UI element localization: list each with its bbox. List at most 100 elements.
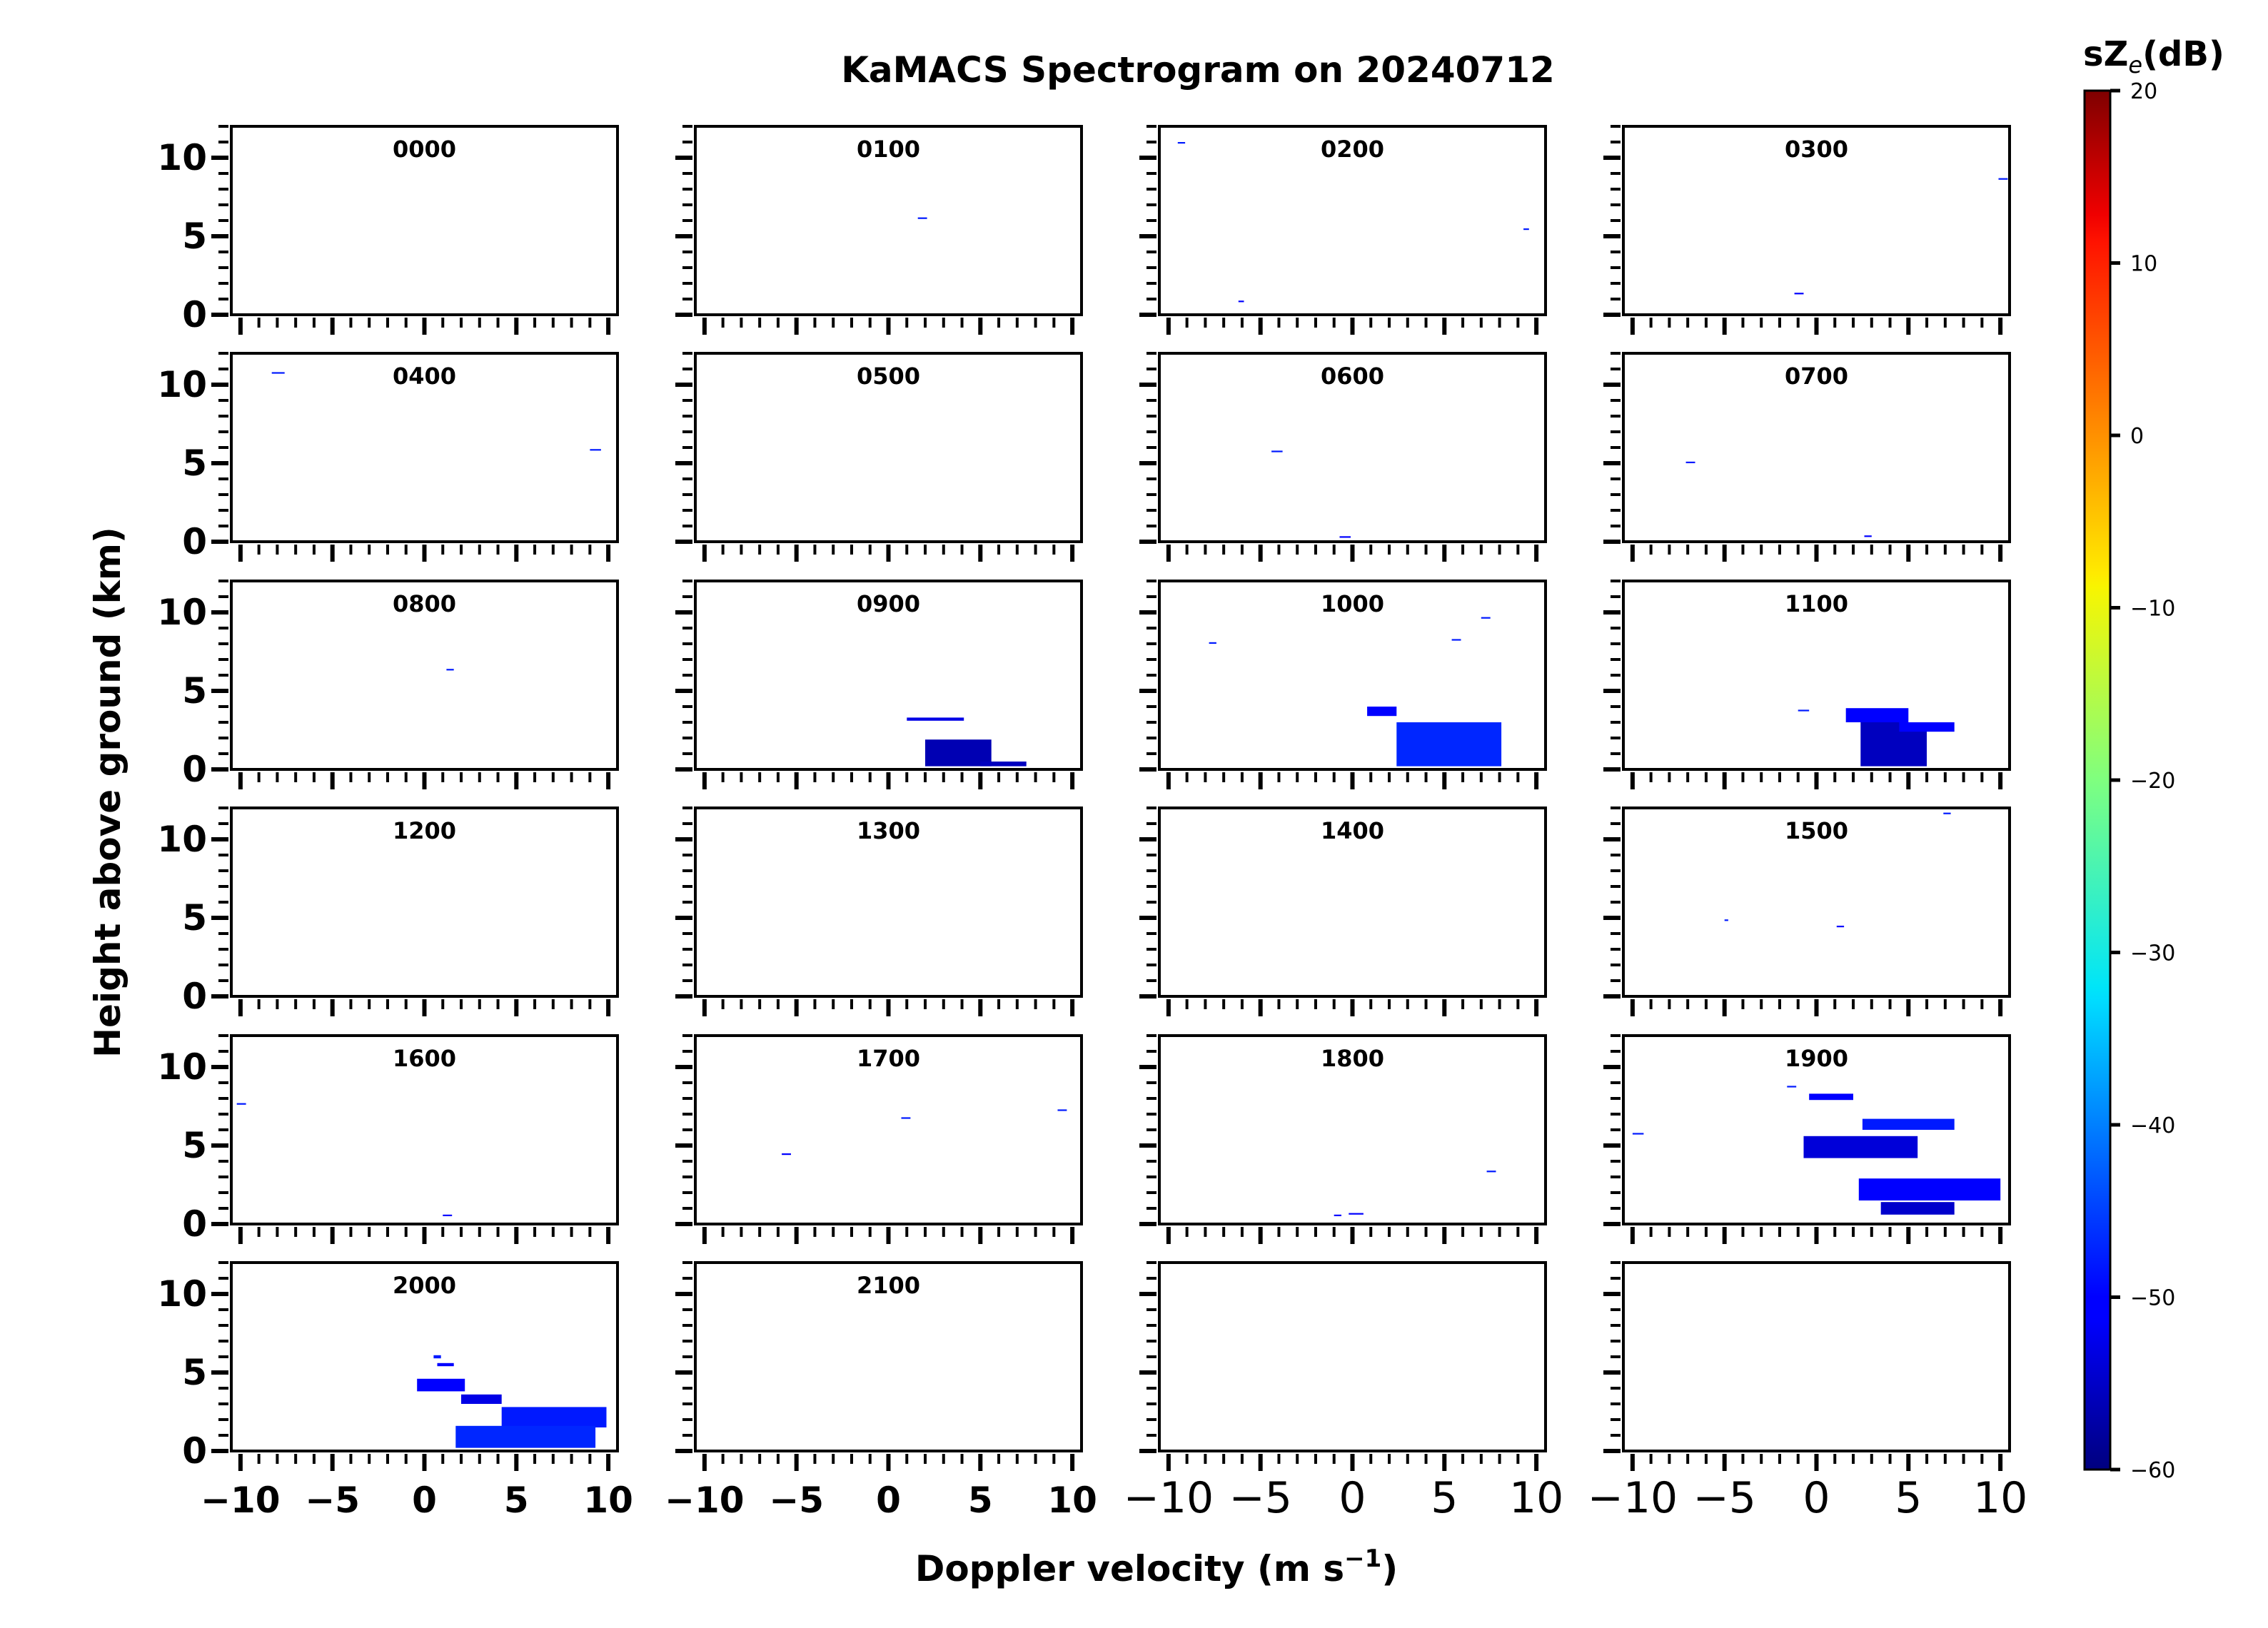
- panel-frame: [230, 807, 619, 998]
- y-tick-label: 10: [157, 364, 207, 405]
- colorbar-tick-label: 10: [2130, 252, 2157, 277]
- panel-time-label: 1500: [1785, 817, 1848, 844]
- echo-cell: [590, 449, 601, 451]
- y-tick-label: 5: [182, 443, 207, 484]
- x-tick-label: −5: [769, 1480, 824, 1521]
- panel-frame: [230, 580, 619, 771]
- echo-cell: [1809, 1093, 1853, 1101]
- panel-frame: [1622, 352, 2011, 543]
- spectrogram-panel: 0300: [1603, 125, 2011, 335]
- spectrogram-panel: 1000: [1139, 580, 1547, 789]
- echo-cell: [917, 217, 927, 219]
- spectrogram-panel: 1600 0 5 10: [157, 1034, 619, 1245]
- x-tick-label: −5: [305, 1480, 360, 1521]
- echo-cell: [1481, 617, 1491, 619]
- panel-frame: [1622, 125, 2011, 316]
- colorbar-tick-label: −60: [2130, 1458, 2175, 1483]
- y-tick-label: 10: [157, 819, 207, 860]
- y-tick-label: 0: [182, 521, 207, 562]
- echo-cell: [1177, 142, 1186, 144]
- x-axis-label-close: ): [1381, 1548, 1398, 1589]
- colorbar-tick-label: 20: [2130, 79, 2157, 104]
- panel-frame: [1622, 807, 2011, 998]
- echo-cell: [1486, 1171, 1496, 1173]
- panel-frame: [1622, 1034, 2011, 1225]
- panel-frame: [230, 352, 619, 543]
- panel-frame: [230, 125, 619, 316]
- panel-time-label: 0900: [857, 590, 920, 617]
- echo-cell: [236, 1103, 246, 1105]
- chart-title: KaMACS Spectrogram on 20240712: [841, 49, 1555, 91]
- x-tick-label: 10: [1509, 1473, 1563, 1523]
- panel-time-label: 1800: [1321, 1045, 1384, 1072]
- echo-cell: [1451, 639, 1461, 641]
- panel-time-label: 1900: [1785, 1045, 1848, 1072]
- colorbar-label-suffix: (dB): [2142, 34, 2224, 74]
- echo-cell: [1998, 178, 2008, 180]
- panel-time-label: 2100: [857, 1272, 920, 1299]
- echo-cell: [782, 1153, 791, 1156]
- y-tick-label: 0: [182, 1430, 207, 1472]
- echo-cell: [446, 669, 454, 671]
- echo-cell: [1238, 300, 1244, 303]
- y-tick-label: 5: [182, 216, 207, 257]
- spectrogram-panel: 2100 −10 −5 0 5 10: [665, 1261, 1097, 1521]
- x-tick-label: 10: [1973, 1473, 2027, 1523]
- echo-cell: [1367, 707, 1397, 717]
- panel-time-label: 1400: [1321, 817, 1384, 844]
- y-tick-label: 10: [157, 592, 207, 633]
- panel-time-label: 0000: [393, 136, 456, 163]
- y-tick-label: 10: [157, 137, 207, 178]
- y-tick-label: 5: [182, 897, 207, 939]
- spectrogram-panel: 0900: [675, 580, 1083, 789]
- colorbar-tick-label: −50: [2130, 1286, 2175, 1311]
- panel-time-label: 1000: [1321, 590, 1384, 617]
- panel-frame: [1158, 580, 1547, 771]
- spectrogram-panel: 1900: [1603, 1034, 2011, 1244]
- spectrogram-panel: 0100: [675, 125, 1083, 335]
- panel-frame: [694, 580, 1083, 771]
- panel-frame: [1158, 807, 1547, 998]
- x-axis-label-superscript: −1: [1344, 1544, 1381, 1573]
- panel-frame: [694, 807, 1083, 998]
- echo-cell: [1396, 722, 1502, 767]
- echo-cell: [1209, 642, 1216, 644]
- panel-time-label: 0500: [857, 363, 920, 390]
- panel-frame: [1158, 125, 1547, 316]
- x-tick-label: 10: [583, 1480, 633, 1521]
- panel-frame: [694, 352, 1083, 543]
- echo-cell: [1845, 708, 1909, 722]
- echo-cell: [1943, 812, 1951, 814]
- panel-time-label: 2000: [393, 1272, 456, 1299]
- panel-time-label: 1700: [857, 1045, 920, 1072]
- y-tick-label: 5: [182, 1352, 207, 1393]
- panel-time-label: 1600: [393, 1045, 456, 1072]
- panel-frame: [1158, 352, 1547, 543]
- x-tick-label: 0: [876, 1480, 901, 1521]
- panel-time-label: 0300: [1785, 136, 1848, 163]
- panel-frame: [1622, 580, 2011, 771]
- panel-time-label: 0600: [1321, 363, 1384, 390]
- echo-cell: [925, 739, 992, 767]
- spectrogram-panel: 0700: [1603, 352, 2011, 562]
- echo-cell: [1349, 1213, 1364, 1215]
- spectrogram-panel: 0500: [675, 352, 1083, 562]
- panel-frame: [1158, 1034, 1547, 1225]
- spectrogram-panel: 0400 0 5 10: [157, 352, 619, 562]
- spectrogram-panel: −10 −5 0 5 10: [1124, 1261, 1563, 1523]
- y-tick-label: 10: [157, 1273, 207, 1315]
- panel-time-label: 0700: [1785, 363, 1848, 390]
- echo-cell: [501, 1407, 607, 1427]
- panel-time-label: 1300: [857, 817, 920, 844]
- panel-time-label: 1200: [393, 817, 456, 844]
- x-axis-label-text: Doppler velocity (m s: [915, 1548, 1344, 1589]
- x-tick-label: −10: [1588, 1473, 1678, 1523]
- echo-cell: [1523, 228, 1529, 231]
- spectrogram-panel: 1700: [675, 1034, 1083, 1244]
- y-tick-label: 0: [182, 749, 207, 790]
- echo-cell: [1057, 1109, 1067, 1111]
- echo-cell: [271, 372, 285, 374]
- echo-cell: [907, 717, 964, 721]
- spectrogram-panel: 1800: [1139, 1034, 1547, 1244]
